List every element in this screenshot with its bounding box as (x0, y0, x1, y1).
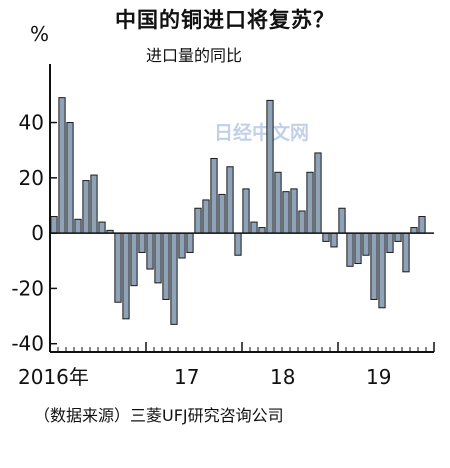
bar-2018-11 (322, 232, 330, 242)
bar-2016-09 (114, 232, 122, 303)
bar-2017-11 (226, 166, 234, 234)
bar-2018-10 (314, 152, 322, 234)
axes-group (49, 64, 435, 353)
y-tick-label: 0 (31, 221, 44, 245)
x-tick-label: 2016年 (18, 365, 89, 389)
bar-2019-11 (418, 216, 426, 234)
bar-2019-04 (362, 232, 370, 256)
bar-2018-02 (250, 221, 258, 234)
bar-2017-03 (162, 232, 170, 300)
chart-title: 中国的铜进口将复苏？ (115, 8, 335, 32)
bar-2018-04 (266, 99, 274, 234)
watermark-logo: 日经中文网 (214, 122, 310, 144)
bars-group (50, 97, 426, 325)
bar-2019-06 (378, 232, 386, 309)
bar-2016-11 (130, 232, 138, 287)
bar-2019-01 (338, 207, 346, 234)
bar-2019-05 (370, 232, 378, 300)
bar-2017-06 (186, 232, 194, 253)
bar-2018-07 (290, 188, 298, 234)
bar-2017-10 (218, 193, 226, 234)
bar-2016-10 (122, 232, 130, 320)
bar-2016-12 (138, 232, 146, 253)
bar-2017-08 (202, 199, 210, 234)
chart-subtitle: 进口量的同比 (146, 46, 243, 65)
bar-2018-06 (282, 191, 290, 234)
bar-2017-02 (154, 232, 162, 284)
bar-2019-07 (386, 232, 394, 253)
y-tick-label: 40 (19, 111, 44, 135)
x-tick-label: 18 (270, 365, 295, 389)
bar-2017-04 (170, 232, 178, 325)
bar-2019-02 (346, 232, 354, 267)
bar-2018-03 (258, 227, 266, 234)
y-axis-unit: % (30, 22, 50, 46)
bar-2017-07 (194, 207, 202, 234)
bar-2016-03 (66, 122, 74, 234)
bar-2016-04 (74, 218, 82, 234)
bar-2017-12 (234, 232, 242, 256)
bar-2016-05 (82, 180, 90, 234)
bar-2017-05 (178, 232, 186, 259)
labels-group: 40 20 0 -20 -40 2016年 17 18 19 (11, 111, 391, 389)
bar-2018-01 (242, 188, 250, 234)
bar-2016-02 (58, 97, 66, 234)
bar-2017-01 (146, 232, 154, 270)
bar-2018-12 (330, 232, 338, 248)
bar-2017-09 (210, 157, 218, 234)
source-note: （数据来源）三菱UFJ研究咨询公司 (34, 406, 284, 425)
y-tick-label: -20 (11, 276, 44, 300)
bar-2016-06 (90, 174, 98, 234)
bar-2019-10 (410, 227, 418, 234)
bar-2019-08 (394, 232, 402, 242)
bar-2019-03 (354, 232, 362, 265)
bar-2016-07 (98, 221, 106, 234)
bar-2019-09 (402, 232, 410, 273)
y-tick-label: 20 (19, 166, 44, 190)
bar-2018-05 (274, 171, 282, 234)
x-tick-label: 19 (366, 365, 391, 389)
bar-2018-08 (298, 210, 306, 234)
bar-2016-01 (50, 216, 58, 234)
y-tick-label: -40 (11, 332, 44, 356)
bar-2018-09 (306, 171, 314, 234)
x-tick-label: 17 (174, 365, 199, 389)
